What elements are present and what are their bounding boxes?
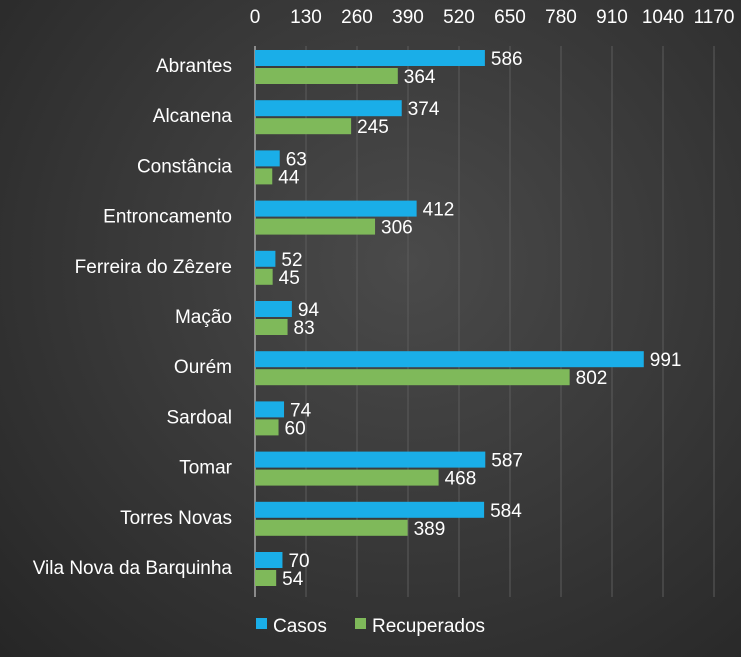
data-label: 52: [281, 250, 302, 271]
recuperados-bar: [255, 319, 288, 335]
data-label: 45: [279, 268, 300, 289]
category-label: Entroncamento: [103, 207, 232, 228]
recuperados-bar: [255, 519, 408, 536]
x-tick-label: 910: [596, 7, 628, 28]
category-label: Ferreira do Zêzere: [75, 257, 232, 278]
recuperados-bar: [255, 570, 277, 586]
recuperados-bar: [255, 469, 439, 486]
recuperados-bar: [255, 68, 398, 84]
legend-swatch-casos: [256, 618, 267, 629]
category-label: Mação: [175, 307, 232, 328]
recuperados-bar: [255, 419, 279, 436]
casos-bar: [255, 351, 644, 368]
data-label: 584: [490, 501, 522, 522]
data-label: 412: [423, 200, 455, 221]
category-label: Vila Nova da Barquinha: [33, 558, 233, 579]
legend-swatch-recuperados: [355, 618, 366, 629]
data-label: 389: [414, 519, 446, 540]
data-label: 74: [290, 400, 312, 421]
casos-bar: [255, 501, 485, 518]
x-tick-label: 260: [341, 7, 373, 28]
casos-bar: [255, 50, 485, 66]
x-tick-label: 1040: [642, 7, 684, 28]
legend: Casos Recuperados: [256, 616, 485, 637]
x-axis-ticks: 0 130 260 390 520 650 780 910 1040 1170: [250, 7, 735, 28]
x-tick-label: 390: [392, 7, 424, 28]
data-label: 60: [285, 418, 306, 439]
data-label: 245: [357, 117, 389, 138]
category-labels: Abrantes Alcanena Constância Entroncamento F…: [33, 56, 233, 579]
data-label: 586: [491, 49, 523, 70]
data-label: 54: [282, 569, 304, 590]
casos-bar: [255, 552, 283, 568]
x-tick-label: 520: [443, 7, 475, 28]
data-label: 44: [278, 167, 300, 188]
casos-bar: [255, 451, 486, 468]
legend-label: Recuperados: [372, 616, 485, 637]
x-tick-label: 0: [250, 7, 261, 28]
recuperados-bar: [255, 118, 352, 135]
gridlines: [254, 46, 715, 597]
category-label: Sardoal: [167, 407, 233, 428]
category-label: Tomar: [179, 458, 232, 479]
recuperados-bar: [255, 218, 376, 235]
category-label: Alcanena: [153, 106, 233, 127]
recuperados-bar: [255, 369, 570, 386]
data-label: 83: [294, 318, 315, 339]
x-tick-label: 650: [494, 7, 526, 28]
data-label: 94: [298, 300, 320, 321]
data-label: 991: [650, 350, 682, 371]
casos-bar: [255, 100, 402, 117]
casos-bar: [255, 150, 280, 167]
x-tick-label: 1170: [694, 7, 735, 28]
data-label: 587: [491, 451, 523, 472]
data-label: 802: [576, 368, 608, 389]
category-label: Abrantes: [156, 56, 232, 77]
recuperados-bar: [255, 168, 273, 185]
x-tick-label: 130: [290, 7, 322, 28]
data-label: 63: [286, 149, 307, 170]
casos-bar: [255, 401, 285, 418]
data-label: 468: [445, 469, 477, 490]
casos-bar: [255, 200, 417, 217]
data-label: 364: [404, 67, 436, 88]
x-tick-label: 780: [545, 7, 577, 28]
category-label: Constância: [137, 156, 232, 177]
data-label: 70: [288, 551, 309, 572]
category-label: Torres Novas: [120, 508, 232, 529]
recuperados-bar: [255, 268, 273, 285]
casos-bar: [255, 250, 276, 267]
casos-bar: [255, 301, 292, 317]
legend-label: Casos: [273, 616, 327, 637]
data-label: 306: [381, 218, 413, 239]
data-label: 374: [408, 99, 440, 120]
category-label: Ourém: [174, 357, 232, 378]
